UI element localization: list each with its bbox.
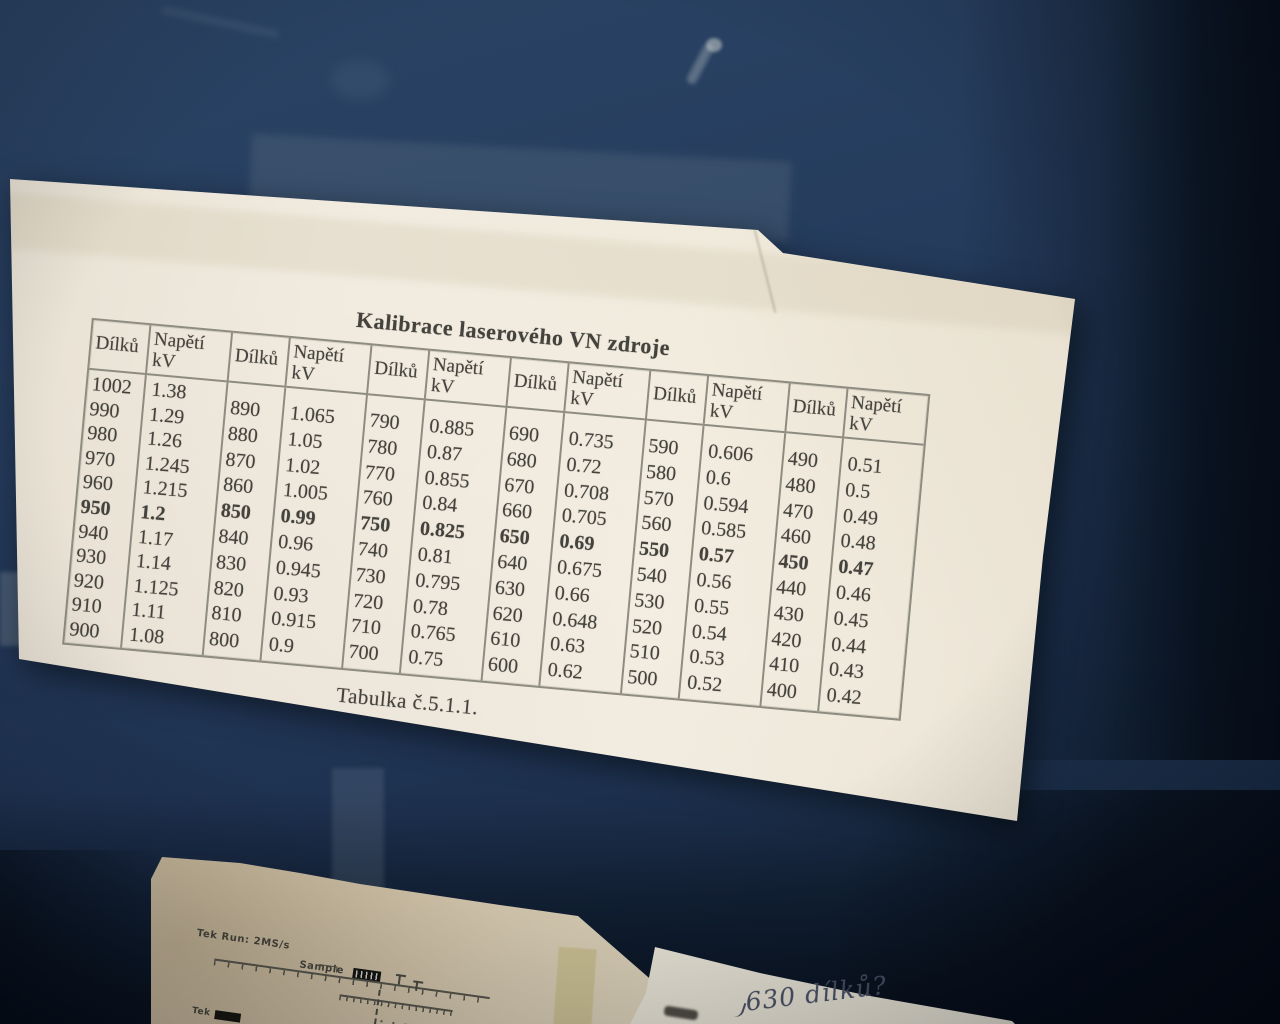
column-pair-body: 1002 990 980 970 960 950 940 930 920 910 900 1.38 1.… <box>64 369 226 655</box>
napeti-value: 0.62 <box>546 658 584 684</box>
printout-footer-label: Tek <box>191 1005 212 1019</box>
cursor-marker <box>415 980 426 992</box>
tape-on-note-paper <box>553 946 597 1024</box>
dilku-value: 800 <box>208 628 241 653</box>
dilku-value: 700 <box>347 640 380 666</box>
dilku-value: 600 <box>487 653 519 679</box>
column-pair-body: 490 480 470 460 450 440 430 420 410 400 0.51 0.5 0.4… <box>761 433 923 718</box>
dilku-header: Dílků <box>646 370 710 424</box>
napeti-header: Napětí kV <box>709 379 764 424</box>
dilku-header: Dílků <box>89 320 152 374</box>
napeti-value: 1.08 <box>128 623 166 649</box>
napeti-header: Napětí kV <box>290 341 345 386</box>
dilku-value: 400 <box>765 678 798 704</box>
napeti-value: 0.75 <box>407 646 445 672</box>
napeti-header: Napětí kV <box>569 366 624 411</box>
dilku-value: 900 <box>68 618 101 643</box>
graticule-ruler <box>214 958 490 1000</box>
dilku-header: Dílků <box>368 345 431 399</box>
napeti-header: Napětí kV <box>848 392 903 437</box>
column-pair-body: 590 580 570 560 550 540 530 520 510 500 0.606 0.6 0.… <box>621 420 784 706</box>
dilku-header: Dílků <box>228 332 291 386</box>
dilku-header: Dílků <box>507 358 570 412</box>
printout-header: Tek Run: 2MS/s <box>196 927 291 952</box>
napeti-header: Napětí kV <box>151 328 206 373</box>
dilku-value: 500 <box>626 666 659 691</box>
graticule-center-dashed-line <box>369 989 381 1024</box>
napeti-value: 0.42 <box>825 684 863 710</box>
column-pair-body: 890 880 870 860 850 840 830 820 810 800 1.065 1.05 1… <box>203 382 366 668</box>
dilku-header: Dílků <box>786 383 849 437</box>
napeti-header: Napětí kV <box>430 354 485 398</box>
graticule-ruler <box>339 994 453 1013</box>
table-column-pair: Dílků Napětí kV 490 480 470 460 450 440 430 420 410… <box>759 383 929 719</box>
napeti-value: 0.9 <box>267 633 295 658</box>
printout-footer-box <box>213 1009 241 1023</box>
column-pair-body: 790 780 770 760 750 740 730 720 710 700 0.885 0.87 0… <box>343 395 505 680</box>
napeti-value: 0.52 <box>686 671 724 697</box>
cursor-marker <box>397 974 409 986</box>
calibration-sheet: Kalibrace laserového VN zdroje Dílků Napě… <box>59 283 934 759</box>
column-pair-body: 690 680 670 660 650 640 630 620 610 600 0.735 0.72 0… <box>482 407 645 693</box>
calibration-table: Dílků Napětí kV 1002 990 980 970 960 950 940 930 92… <box>62 317 931 721</box>
printout-footer: Tek <box>191 1005 241 1023</box>
